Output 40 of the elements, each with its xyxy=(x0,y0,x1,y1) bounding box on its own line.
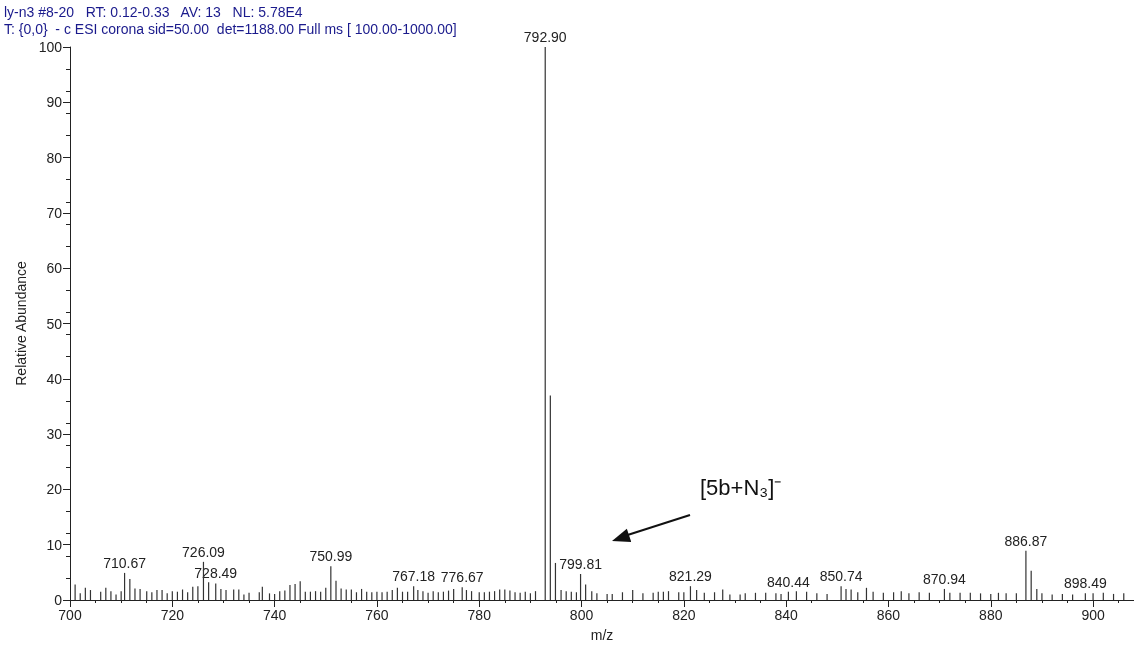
annotation: 750.99 xyxy=(309,548,353,565)
y-tick-label: 80 xyxy=(46,149,63,166)
annotation: 799.81 xyxy=(559,556,603,573)
x-tick-label: 740 xyxy=(262,607,287,623)
annotation: 792.90 xyxy=(523,29,567,45)
y-tick-label: 10 xyxy=(46,536,63,553)
annotation: 850.74 xyxy=(819,568,863,585)
y-axis-title: Relative Abundance xyxy=(12,261,29,386)
chart-title: ly-n3 #8-20 RT: 0.12-0.33 AV: 13 NL: 5.78E4 xyxy=(4,4,304,21)
x-tick-label: 800 xyxy=(569,607,594,623)
annotation: 767.18 xyxy=(392,568,436,585)
x-tick-label: 860 xyxy=(876,607,901,623)
annotation: 710.67 xyxy=(103,554,147,571)
y-tick-label: 100 xyxy=(38,39,63,55)
x-tick-label: 720 xyxy=(160,607,185,623)
annotation: 726.09 xyxy=(182,543,226,560)
annotation: 870.94 xyxy=(923,570,967,587)
y-tick-label: 0 xyxy=(54,592,63,608)
annotation: [5b+N₃]⁻ xyxy=(700,474,782,500)
annotation: 898.49 xyxy=(1063,575,1107,592)
x-tick-label: 820 xyxy=(672,607,696,623)
y-tick-label: 40 xyxy=(46,370,63,387)
annotation: 840.44 xyxy=(766,573,811,590)
x-tick-label: 880 xyxy=(979,607,1003,623)
y-tick-label: 50 xyxy=(46,315,63,332)
y-tick-label: 90 xyxy=(46,94,63,111)
x-tick-label: 700 xyxy=(58,607,82,623)
x-tick-label: 900 xyxy=(1081,607,1105,623)
annotation: 886.87 xyxy=(1004,532,1048,549)
x-tick-label: 780 xyxy=(467,607,492,623)
annotation: 776.67 xyxy=(440,569,484,586)
y-tick-label: 20 xyxy=(46,481,63,498)
x-tick-label: 840 xyxy=(774,607,799,623)
y-tick-label: 60 xyxy=(46,260,63,277)
y-tick-label: 30 xyxy=(46,426,63,443)
x-axis-title: m/z xyxy=(590,627,614,643)
x-tick-label: 760 xyxy=(365,607,389,623)
annotation: 821.29 xyxy=(669,568,713,585)
y-tick-label: 70 xyxy=(46,204,63,221)
chart-subtitle: T: {0,0} - c ESI corona sid=50.00 det=1188.00 Full ms [ 100.00-1000.00] xyxy=(4,21,457,38)
